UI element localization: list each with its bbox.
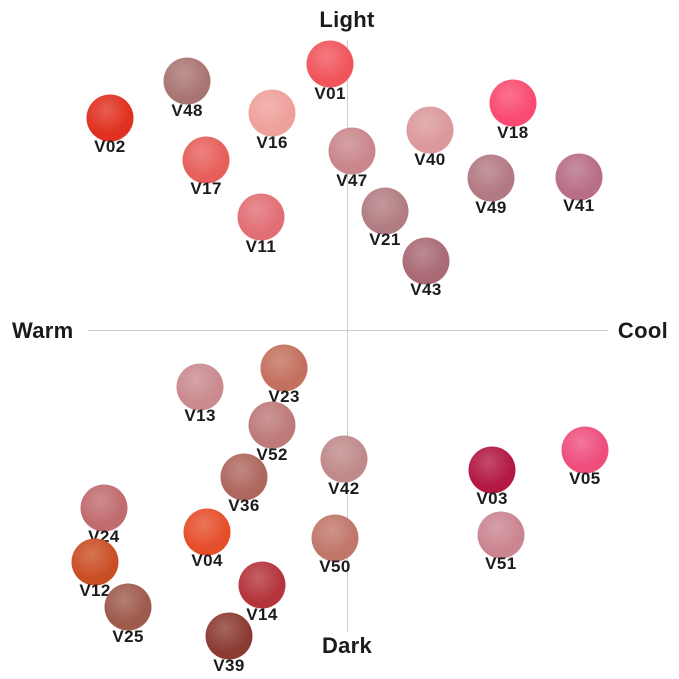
swatch-v12-label: V12 [79,581,111,601]
axis-label-dark: Dark [321,633,373,658]
swatch-v14 [238,561,286,609]
swatch-v04 [183,508,231,556]
swatch-v43 [402,237,450,285]
swatch-v25 [104,583,152,631]
swatch-v11-label: V11 [245,236,277,256]
swatch-v40-label: V40 [414,149,446,169]
swatch-v50 [311,514,359,562]
axis-label-light: Light [319,7,375,32]
swatch-v49 [467,154,515,202]
axis-label-cool: Cool [617,318,668,343]
swatch-v52-label: V52 [256,444,288,464]
swatch-v18 [489,79,537,127]
swatch-v12 [71,538,119,586]
swatch-v16-label: V16 [256,132,288,152]
swatch-v18-label: V18 [497,122,529,142]
swatch-v02 [86,94,134,142]
swatch-v03 [468,446,516,494]
swatch-v48-label: V48 [171,100,203,120]
swatch-v04-label: V04 [191,551,223,571]
swatch-v17 [182,136,230,184]
swatch-v51 [477,511,525,559]
axis-label-warm: Warm [12,318,74,343]
swatch-v36 [220,453,268,501]
swatch-v41-label: V41 [563,196,595,216]
swatch-v42 [320,435,368,483]
swatch-v48 [163,57,211,105]
swatch-v42-label: V42 [328,478,360,498]
swatch-v13-label: V13 [184,406,216,426]
swatch-v17-label: V17 [190,179,222,199]
swatch-v47 [328,127,376,175]
swatch-v21 [361,187,409,235]
swatch-v51-label: V51 [485,554,517,574]
swatch-v03-label: V03 [476,489,508,509]
swatch-v11 [237,193,285,241]
swatch-v52 [248,401,296,449]
swatch-v47-label: V47 [336,170,368,190]
swatch-v14-label: V14 [246,604,278,624]
swatch-v39 [205,612,253,660]
swatch-v05-label: V05 [569,469,601,489]
swatch-v13 [176,363,224,411]
swatch-v49-label: V49 [475,197,507,217]
swatch-v36-label: V36 [228,496,260,516]
swatch-v02-label: V02 [94,137,126,157]
swatch-v41 [555,153,603,201]
swatch-v01 [306,40,354,88]
swatch-v39-label: V39 [213,655,245,675]
swatch-v43-label: V43 [410,280,442,300]
swatch-v40 [406,106,454,154]
swatch-v16 [248,89,296,137]
swatch-v25-label: V25 [112,626,144,646]
swatch-v24 [80,484,128,532]
swatch-v23-label: V23 [268,387,300,407]
swatch-v01-label: V01 [314,83,346,103]
swatch-v23 [260,344,308,392]
swatch-v50-label: V50 [319,557,351,577]
vertical-axis-line [347,40,348,632]
swatch-v21-label: V21 [369,230,401,250]
swatch-v05 [561,426,609,474]
horizontal-axis-line [88,330,608,331]
